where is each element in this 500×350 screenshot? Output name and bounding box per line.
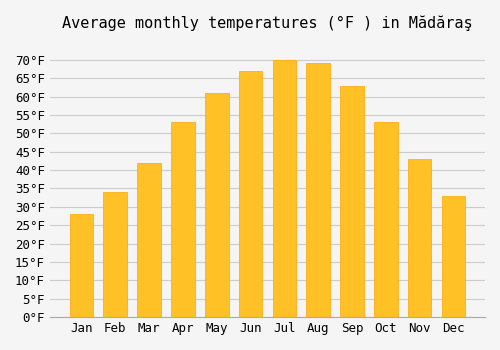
Bar: [171, 122, 194, 317]
Bar: [205, 93, 229, 317]
Title: Average monthly temperatures (°F ) in Mădăraş: Average monthly temperatures (°F ) in Mă…: [62, 15, 472, 30]
Bar: [442, 196, 465, 317]
Bar: [306, 63, 330, 317]
Bar: [138, 163, 161, 317]
Bar: [340, 85, 364, 317]
Bar: [70, 214, 94, 317]
Bar: [238, 71, 262, 317]
Bar: [104, 192, 127, 317]
Bar: [374, 122, 398, 317]
Bar: [272, 60, 296, 317]
Bar: [408, 159, 432, 317]
